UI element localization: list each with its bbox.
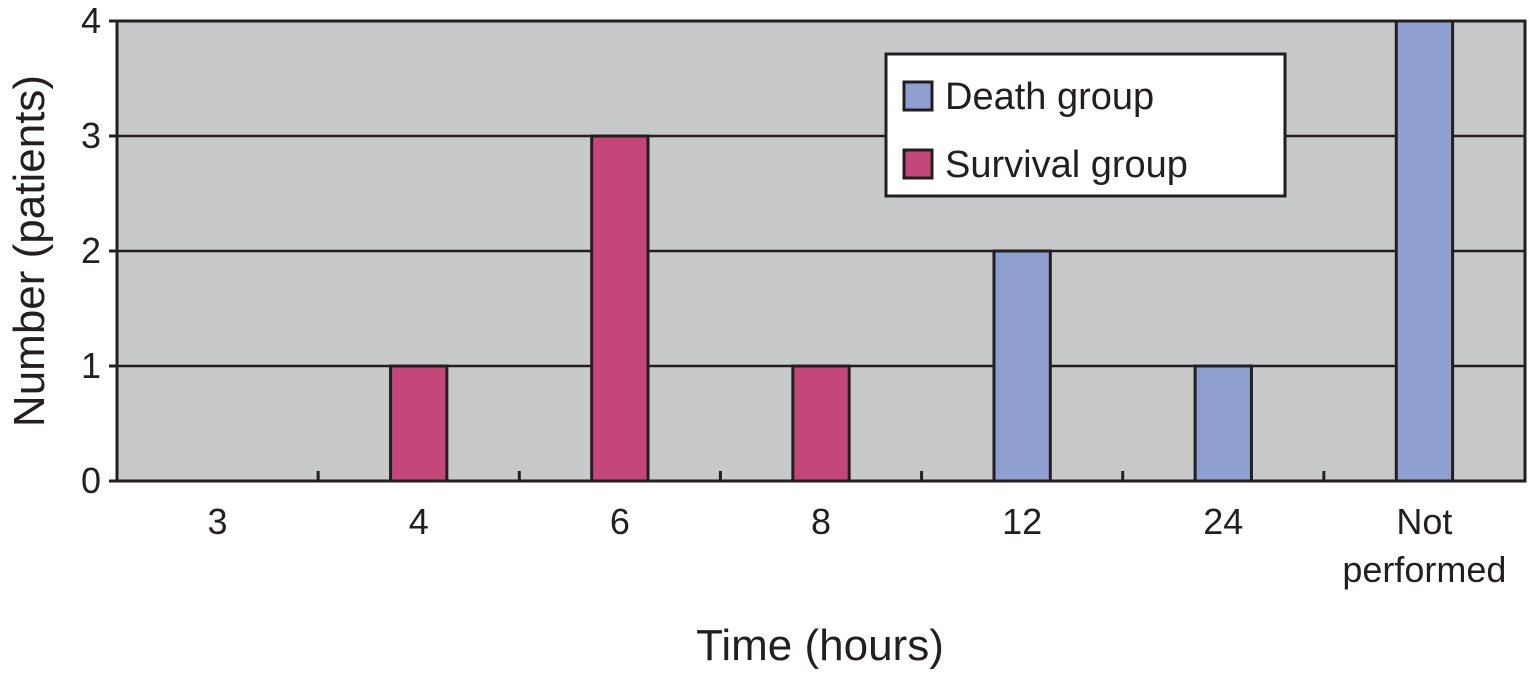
x-tick-label: 8: [811, 501, 831, 542]
x-tick-label: 6: [610, 501, 630, 542]
y-axis-ticks: 0 1 2 3 4: [81, 0, 117, 501]
legend-label: Survival group: [945, 144, 1188, 186]
bar-survival-group: [791, 364, 851, 483]
legend-swatch: [902, 80, 934, 112]
x-tick-label: 12: [1002, 501, 1042, 542]
bar-death-group: [1394, 19, 1455, 483]
x-tick-label: 24: [1203, 501, 1243, 542]
x-tick-label: 3: [208, 501, 228, 542]
y-tick-label: 0: [81, 460, 101, 501]
x-axis-ticks: 3 4 6 8 12 24 Not performed: [208, 471, 1506, 590]
bar-series: [389, 19, 1455, 483]
y-tick-label: 1: [81, 345, 101, 386]
bar-death-group: [1193, 364, 1253, 483]
legend-label: Death group: [945, 76, 1154, 118]
y-tick-label: 2: [81, 230, 101, 271]
bar-survival-group: [389, 364, 449, 483]
y-tick-label: 4: [81, 0, 101, 41]
y-axis-title: Number (patients): [5, 75, 54, 427]
y-tick-label: 3: [81, 115, 101, 156]
bar-survival-group: [590, 134, 650, 483]
bar-death-group: [992, 249, 1052, 483]
legend-box: [884, 52, 1287, 198]
legend: Death group Survival group: [884, 52, 1287, 198]
x-tick-label: 4: [409, 501, 429, 542]
x-axis-title: Time (hours): [696, 621, 944, 670]
legend-swatch: [902, 148, 934, 180]
x-tick-label: Not performed: [1342, 501, 1506, 590]
